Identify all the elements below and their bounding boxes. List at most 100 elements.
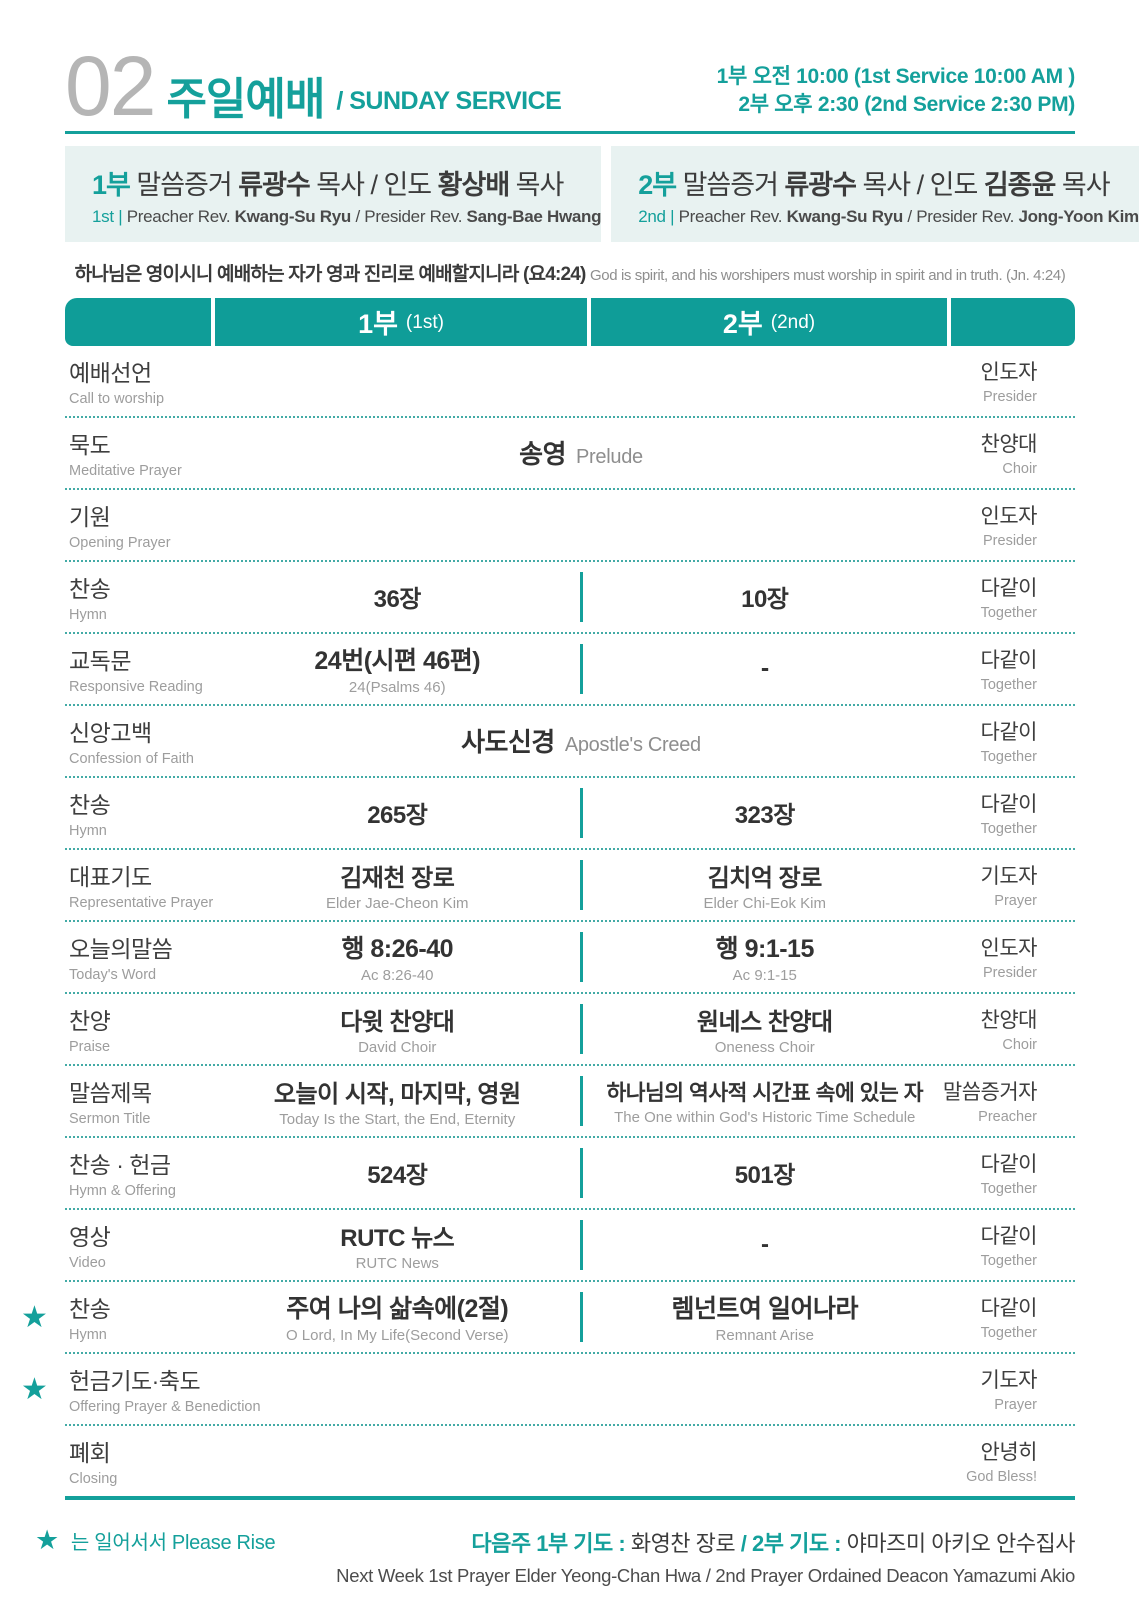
first-service-value-ko: 36장	[373, 586, 422, 614]
row-right-en: God Bless!	[966, 1469, 1037, 1486]
row-right-en: Prayer	[994, 893, 1037, 910]
row-right-en: Presider	[983, 965, 1037, 982]
row-content: 김재천 장로 Elder Jae-Cheon Kim 김치억 장로 Elder Chi…	[215, 850, 947, 920]
row-label: 영상 Video	[65, 1210, 215, 1280]
row-right-ko: 다같이	[980, 1297, 1038, 1321]
second-service-cell: -	[583, 1210, 948, 1280]
first-service-value-ko: 524장	[367, 1162, 428, 1190]
row-right-en: Choir	[1002, 1037, 1037, 1054]
row-label-en: Hymn	[69, 1327, 107, 1344]
row-label-en: Today's Word	[69, 967, 157, 984]
row-right: 인도자 Presider	[947, 490, 1075, 560]
second-service-cell: 323장	[583, 778, 948, 848]
row-right-ko: 인도자	[980, 937, 1038, 961]
column-divider	[579, 1003, 583, 1054]
row-right-ko: 인도자	[980, 505, 1038, 529]
combined-value-ko: 사도신경	[461, 727, 555, 758]
page-title: 02 주일예배 / SUNDAY SERVICE	[65, 44, 562, 128]
second-service-box: 2부 말씀증거 류광수 목사 / 인도 김종윤 목사 2nd | Preache…	[611, 145, 1139, 242]
row-label-en: Offering Prayer & Benediction	[69, 1399, 261, 1416]
row-right-en: Together	[980, 605, 1037, 622]
second-service-value-ko: -	[761, 1230, 769, 1258]
row-right: 인도자 Presider	[947, 922, 1075, 992]
column-divider	[579, 643, 583, 694]
service-info-boxes: 1부 말씀증거 류광수 목사 / 인도 황상배 목사 1st | Preache…	[65, 145, 1139, 242]
row-label: 오늘의말씀 Today's Word	[65, 922, 215, 992]
first-service-value-en: O Lord, In My Life(Second Verse)	[285, 1327, 509, 1345]
page-header: 02 주일예배 / SUNDAY SERVICE 1부 오전 10:00 (1s…	[65, 44, 1076, 128]
table-row: 신앙고백 Confession of Faith 사도신경 Apostle's Cre…	[65, 703, 1075, 776]
second-service-value-en: Oneness Choir	[714, 1038, 815, 1056]
table-row: 폐회 Closing 안녕히 God Bless!	[65, 1423, 1075, 1496]
second-service-cell: 렘넌트여 일어나라 Remnant Arise	[583, 1282, 948, 1352]
row-right: 말씀증거자 Preacher	[943, 1066, 1075, 1136]
row-right-en: Presider	[983, 533, 1037, 550]
table-bottom-line	[65, 1495, 1075, 1500]
first-service-value-en: David Choir	[358, 1038, 437, 1056]
row-label-ko: 기원	[69, 504, 111, 531]
column-divider	[579, 1075, 583, 1126]
row-label-ko: 찬양	[69, 1008, 111, 1035]
service-times: 1부 오전 10:00 (1st Service 10:00 AM ) 2부 오…	[716, 63, 1076, 120]
row-label-ko: 찬송	[69, 576, 111, 603]
row-label-en: Opening Prayer	[69, 535, 171, 552]
next-week-korean: 다음주 1부 기도 : 화영찬 장로 / 2부 기도 : 야마즈미 아키오 안수…	[471, 1530, 1075, 1556]
row-right-ko: 다같이	[980, 721, 1038, 745]
bulletin-page: 02 주일예배 / SUNDAY SERVICE 1부 오전 10:00 (1s…	[21, 0, 1139, 1587]
row-right: 인도자 Presider	[947, 346, 1075, 416]
row-right: 기도자 Prayer	[947, 1354, 1075, 1424]
row-label: 예배선언 Call to worship	[65, 346, 215, 416]
column-divider	[579, 787, 583, 838]
row-label-ko: 헌금기도·축도	[69, 1368, 201, 1395]
first-service-value-en: Today Is the Start, the End, Eternity	[279, 1110, 516, 1128]
second-service-value-ko: 김치억 장로	[707, 864, 823, 892]
second-service-header-ko: 2부	[722, 309, 763, 340]
first-service-header-en: (1st)	[405, 312, 444, 334]
column-divider	[579, 1147, 583, 1198]
first-service-value-ko: 주여 나의 삶속에(2절)	[286, 1295, 509, 1324]
table-row: 찬송 Hymn 36장 10장 다같이 Together	[65, 559, 1075, 632]
column-divider	[579, 1219, 583, 1270]
service-time-1: 1부 오전 10:00 (1st Service 10:00 AM )	[716, 65, 1076, 89]
row-label-ko: 찬송	[69, 1296, 111, 1323]
row-content	[215, 490, 947, 560]
row-right-en: Preacher	[978, 1109, 1037, 1126]
next-week-info: 다음주 1부 기도 : 화영찬 장로 / 2부 기도 : 야마즈미 아키오 안수…	[336, 1526, 1075, 1587]
first-service-value-ko: 오늘이 시작, 마지막, 영원	[273, 1080, 521, 1108]
row-label-en: Hymn	[69, 607, 107, 624]
second-service-cell: 501장	[583, 1138, 948, 1208]
row-right-en: Together	[980, 1181, 1037, 1198]
first-service-line-ko: 1부 말씀증거 류광수 목사 / 인도 황상배 목사	[92, 169, 564, 200]
combined-value-en: Prelude	[576, 446, 643, 469]
row-right: 다같이 Together	[947, 634, 1075, 704]
rise-legend-text: 는 일어서서 Please Rise	[70, 1531, 276, 1554]
row-label-en: Confession of Faith	[69, 751, 194, 768]
first-service-value-en: Elder Jae-Cheon Kim	[325, 894, 469, 912]
row-right-ko: 인도자	[980, 361, 1038, 385]
row-label-ko: 오늘의말씀	[69, 936, 173, 963]
row-label: 찬송 · 헌금 Hymn & Offering	[65, 1138, 215, 1208]
star-icon: ★	[35, 1524, 59, 1555]
row-content: 송영 Prelude	[215, 418, 947, 488]
service-table-rows: 예배선언 Call to worship 인도자 Presider 묵도 Meditati…	[21, 346, 1075, 1496]
verse-english: God is spirit, and his worshipers must w…	[590, 266, 1066, 284]
row-right-ko: 다같이	[980, 793, 1038, 817]
second-service-value-en: Elder Chi-Eok Kim	[703, 894, 827, 912]
first-service-cell: 36장	[215, 562, 580, 632]
table-row: 교독문 Responsive Reading 24번(시편 46편) 24(Psalm…	[65, 631, 1075, 704]
star-icon: ★	[21, 1373, 48, 1407]
row-label-ko: 신앙고백	[69, 720, 152, 747]
row-label-en: Sermon Title	[69, 1111, 151, 1128]
first-service-value-en: 24(Psalms 46)	[348, 679, 446, 697]
second-service-cell: 하나님의 역사적 시간표 속에 있는 자 The One within God's…	[583, 1066, 948, 1136]
table-row: 찬송 Hymn 265장 323장 다같이 Together	[65, 775, 1075, 848]
row-right: 찬양대 Choir	[947, 418, 1075, 488]
table-row: 말씀제목 Sermon Title 오늘이 시작, 마지막, 영원 Today Is …	[65, 1063, 1075, 1136]
table-header: 1부 (1st) 2부 (2nd)	[65, 297, 1075, 346]
second-service-value-ko: 원네스 찬양대	[696, 1008, 833, 1036]
second-service-cell: 10장	[583, 562, 948, 632]
first-service-value-ko: 김재천 장로	[340, 864, 455, 892]
row-right: 찬양대 Choir	[947, 994, 1075, 1064]
row-content: 36장 10장	[215, 562, 947, 632]
table-header-label-segment	[65, 297, 211, 346]
